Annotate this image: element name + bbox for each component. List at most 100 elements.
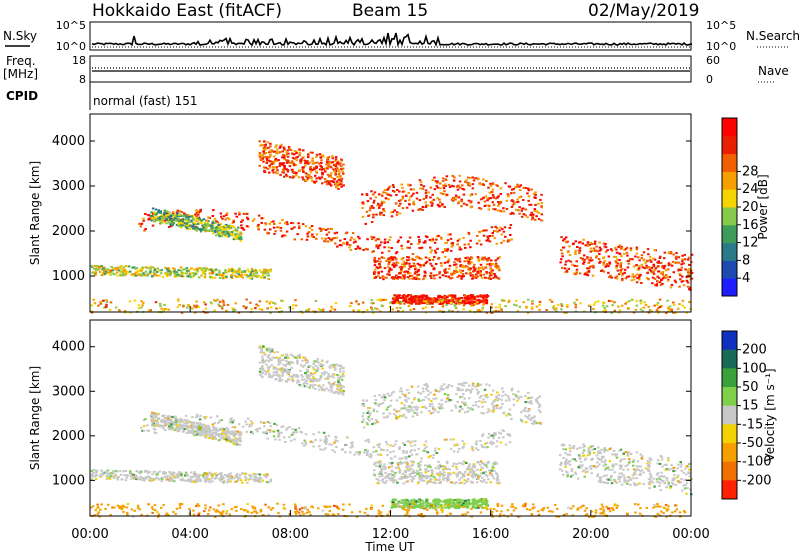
power-cell-2562 bbox=[630, 279, 634, 282]
power-cell-2607 bbox=[667, 268, 670, 271]
velocity-cell-618 bbox=[423, 447, 427, 450]
velocity-cell-1109 bbox=[326, 360, 329, 363]
velocity-cell-510 bbox=[405, 451, 408, 454]
velocity-cell-306 bbox=[204, 480, 208, 483]
power-cell-3256 bbox=[201, 228, 204, 231]
velocity-cell-1029 bbox=[296, 362, 299, 365]
power-cell-1057 bbox=[334, 160, 337, 163]
power-cell-2626 bbox=[667, 264, 671, 267]
power-cell-1717 bbox=[444, 255, 447, 258]
velocity-cell-1161 bbox=[443, 393, 447, 395]
velocity-cell-988 bbox=[295, 360, 299, 363]
velocity-cell-1342 bbox=[393, 408, 396, 411]
velocity-cell-663 bbox=[370, 454, 373, 457]
power-cell-366 bbox=[227, 270, 231, 273]
power-cell-1029 bbox=[279, 145, 282, 148]
power-cell-2269 bbox=[470, 301, 473, 304]
power-cell-2340 bbox=[598, 261, 601, 264]
velocity-cell-1469 bbox=[411, 415, 415, 418]
velocity-cell-1407 bbox=[493, 399, 496, 402]
velocity-cell-741 bbox=[276, 429, 280, 432]
power-cell-1643 bbox=[474, 273, 478, 276]
velocity-cell-1016 bbox=[330, 363, 334, 366]
velocity-cell-1370 bbox=[459, 396, 462, 399]
velocity-cell-49 bbox=[246, 481, 249, 484]
power-cell-2530 bbox=[661, 266, 664, 269]
power-cell-3052 bbox=[207, 220, 210, 222]
power-cell-2391 bbox=[672, 253, 675, 256]
velocity-cell-1323 bbox=[432, 397, 435, 400]
power-cell-2969 bbox=[681, 304, 684, 307]
power-cell-57 bbox=[188, 268, 191, 271]
velocity-cell-1453 bbox=[435, 397, 438, 400]
velocity-cell-566 bbox=[402, 442, 405, 445]
velocity-cell-643 bbox=[475, 440, 478, 443]
velocity-cell-707 bbox=[481, 435, 484, 438]
power-cell-2475 bbox=[574, 249, 578, 252]
power-cell-1571 bbox=[466, 259, 469, 262]
power-cell-2095 bbox=[433, 297, 437, 300]
power-cell-1384 bbox=[392, 186, 395, 189]
power-cell-777 bbox=[308, 161, 312, 164]
velocity-cell-1284 bbox=[532, 416, 535, 419]
velocity-cell-102 bbox=[259, 480, 262, 483]
power-cell-1288 bbox=[409, 184, 412, 187]
velocity-cell-999 bbox=[279, 359, 283, 362]
power-cell-2297 bbox=[560, 249, 563, 252]
power-cell-474 bbox=[509, 224, 513, 226]
power-cell-2834 bbox=[221, 307, 224, 310]
power-cell-1453 bbox=[454, 194, 458, 197]
power-cell-2804 bbox=[187, 304, 190, 307]
power-cell-1140 bbox=[496, 209, 500, 212]
power-cell-803 bbox=[288, 165, 292, 168]
power-cell-2825 bbox=[492, 310, 496, 313]
power-cell-342 bbox=[246, 275, 249, 278]
power-cell-3011 bbox=[553, 308, 556, 311]
velocity-cell-1456 bbox=[471, 408, 474, 411]
power-cell-2747 bbox=[395, 301, 399, 304]
power-cell-1620 bbox=[482, 268, 485, 271]
power-cell-318 bbox=[153, 267, 156, 270]
power-cell-41 bbox=[167, 267, 170, 270]
velocity-cell-1310 bbox=[380, 396, 384, 399]
power-cell-1790 bbox=[423, 276, 427, 279]
power-cell-1712 bbox=[420, 257, 423, 260]
power-cell-586 bbox=[286, 223, 289, 226]
velocity-cell-1464 bbox=[515, 395, 518, 398]
power-cell-1630 bbox=[427, 257, 431, 260]
power-cell-3371 bbox=[172, 218, 175, 221]
power-cell-2721 bbox=[391, 308, 394, 311]
power-cell-1642 bbox=[416, 262, 420, 265]
power-cell-1224 bbox=[386, 193, 389, 196]
power-cell-1665 bbox=[440, 264, 443, 267]
power-cell-2730 bbox=[97, 304, 100, 307]
power-cell-2420 bbox=[658, 257, 662, 259]
power-cell-2196 bbox=[483, 294, 486, 297]
power-cell-2867 bbox=[255, 303, 258, 306]
power-cell-3341 bbox=[207, 224, 210, 227]
power-cell-2957 bbox=[560, 308, 563, 311]
power-cell-444 bbox=[354, 240, 357, 243]
velocity-cell-454 bbox=[394, 443, 397, 446]
power-cell-3027 bbox=[177, 299, 180, 302]
power-cell-1373 bbox=[439, 182, 442, 185]
power-cell-795 bbox=[340, 180, 343, 183]
power-cell-1000 bbox=[335, 180, 339, 183]
power-cell-2936 bbox=[217, 303, 220, 306]
power-cell-423 bbox=[320, 228, 323, 231]
power-cell-488 bbox=[285, 221, 289, 224]
velocity-cell-1059 bbox=[318, 364, 322, 367]
power-cell-435 bbox=[358, 237, 361, 240]
power-cell-664 bbox=[346, 241, 349, 244]
power-cell-3408 bbox=[220, 232, 223, 235]
power-cell-309 bbox=[102, 271, 105, 274]
power-cell-2914 bbox=[672, 311, 675, 314]
power-cell-2987 bbox=[681, 299, 685, 302]
power-cell-1402 bbox=[491, 194, 495, 196]
velocity-cell-991 bbox=[308, 377, 311, 380]
velocity-cell-323 bbox=[94, 469, 97, 472]
power-cell-706 bbox=[496, 230, 499, 233]
power-cell-858 bbox=[263, 144, 266, 147]
power-cell-1686 bbox=[390, 256, 393, 259]
power-cell-2528 bbox=[655, 284, 659, 287]
